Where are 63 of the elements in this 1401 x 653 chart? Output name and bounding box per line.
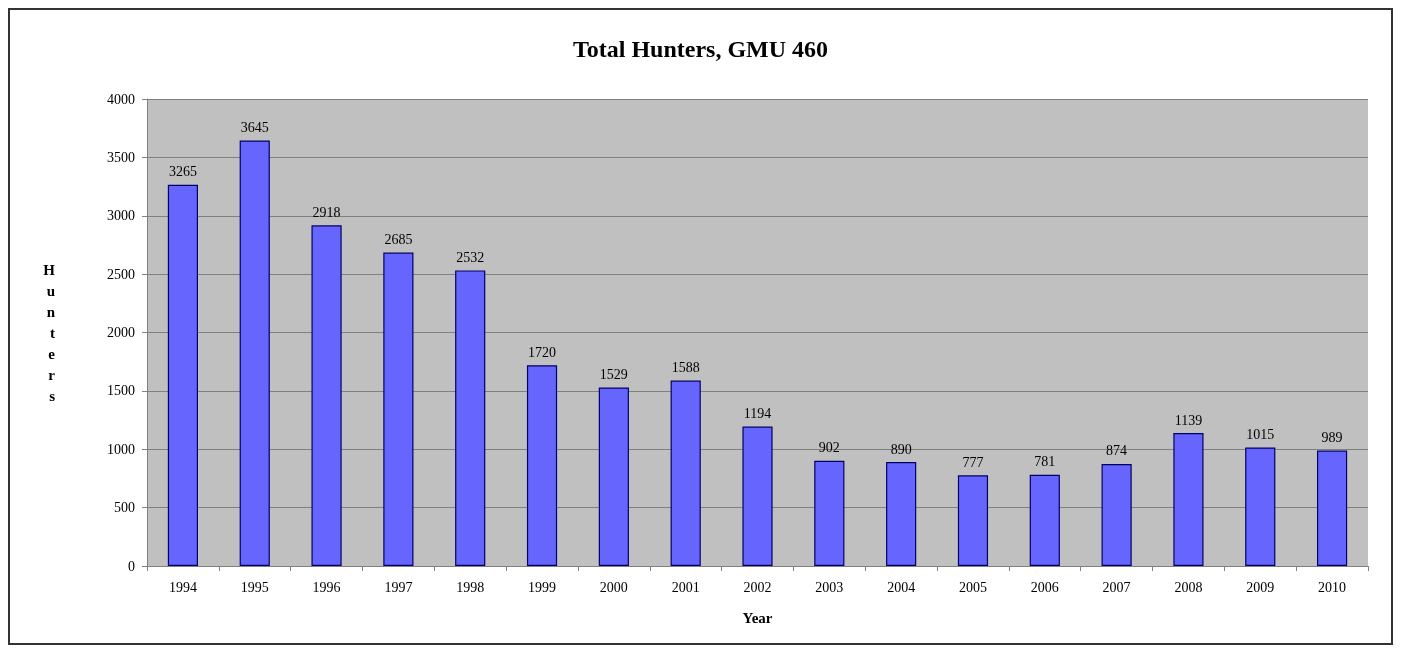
data-label: 874 bbox=[1106, 443, 1128, 459]
bar bbox=[886, 462, 917, 566]
bar bbox=[957, 475, 989, 566]
y-tick-label: 1500 bbox=[107, 383, 135, 399]
x-tick-label: 2007 bbox=[1102, 579, 1131, 595]
x-axis-title: Year bbox=[742, 609, 773, 626]
x-tick-label: 2002 bbox=[743, 579, 772, 595]
data-label: 781 bbox=[1034, 454, 1056, 470]
bar bbox=[1173, 433, 1204, 566]
x-tick-label: 1994 bbox=[168, 579, 197, 595]
bar bbox=[598, 387, 629, 566]
x-tick-label: 2008 bbox=[1174, 579, 1203, 595]
x-tick-label: 1995 bbox=[240, 579, 269, 595]
bar bbox=[742, 426, 773, 566]
y-tick-label: 2500 bbox=[107, 266, 135, 282]
bar bbox=[1029, 474, 1060, 566]
bar bbox=[311, 225, 342, 566]
y-tick-label: 500 bbox=[114, 500, 135, 516]
x-tick-label: 1997 bbox=[384, 579, 413, 595]
x-tick-label: 2000 bbox=[599, 579, 628, 595]
x-tick-label: 2010 bbox=[1318, 579, 1347, 595]
y-tick-label: 3500 bbox=[107, 149, 135, 165]
bar bbox=[670, 380, 701, 566]
data-label: 1015 bbox=[1246, 427, 1275, 442]
bar bbox=[167, 184, 198, 566]
data-label: 1720 bbox=[528, 344, 557, 360]
bar bbox=[526, 365, 558, 566]
x-tick-label: 2006 bbox=[1030, 579, 1059, 595]
x-tick-label: 2005 bbox=[958, 579, 987, 595]
bar bbox=[1317, 450, 1348, 566]
x-tick-label: 2003 bbox=[815, 579, 844, 595]
data-label: 1588 bbox=[671, 360, 700, 376]
x-tick-label: 2001 bbox=[671, 579, 700, 595]
data-label: 902 bbox=[818, 440, 840, 456]
data-label: 1194 bbox=[743, 406, 772, 422]
data-label: 2685 bbox=[384, 232, 413, 248]
bar bbox=[814, 460, 845, 566]
data-label: 989 bbox=[1321, 430, 1343, 446]
data-label: 2918 bbox=[312, 204, 341, 220]
y-axis-title: Hunters bbox=[43, 261, 56, 404]
data-label: 1139 bbox=[1174, 412, 1203, 428]
y-tick-label: 4000 bbox=[107, 91, 135, 107]
data-label: 777 bbox=[962, 454, 984, 470]
x-tick-label: 2004 bbox=[887, 579, 916, 595]
data-label: 2532 bbox=[456, 249, 485, 265]
data-label: 1529 bbox=[599, 366, 628, 382]
y-tick-label: 3000 bbox=[107, 208, 135, 224]
bar bbox=[239, 140, 270, 566]
data-label: 3265 bbox=[168, 164, 197, 180]
y-tick-label: 2000 bbox=[107, 325, 135, 340]
x-tick-label: 2009 bbox=[1246, 579, 1275, 595]
x-tick-label: 1996 bbox=[312, 579, 341, 595]
data-label: 890 bbox=[890, 441, 912, 457]
x-tick-label: 1999 bbox=[528, 579, 557, 595]
y-tick-label: 1000 bbox=[107, 441, 135, 457]
x-tick-label: 1998 bbox=[456, 579, 485, 595]
bar bbox=[1245, 447, 1276, 566]
bar bbox=[383, 252, 414, 566]
data-label: 3645 bbox=[240, 119, 269, 135]
bar bbox=[455, 270, 486, 566]
chart-title: Total Hunters, GMU 460 bbox=[572, 36, 829, 62]
bar bbox=[1101, 463, 1132, 566]
y-tick-label: 0 bbox=[128, 558, 135, 574]
